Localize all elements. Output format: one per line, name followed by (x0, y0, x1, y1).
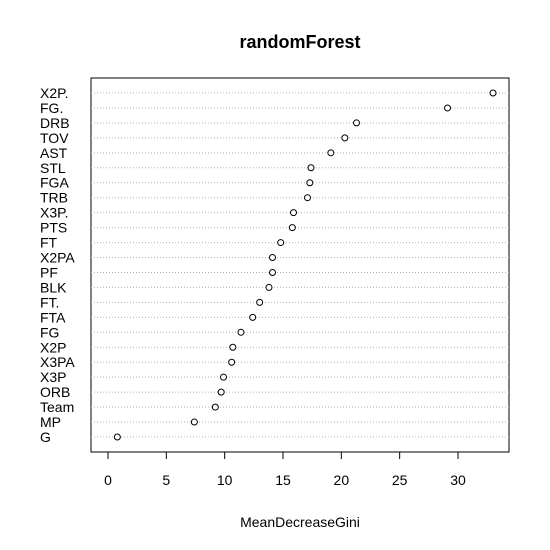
data-point (306, 179, 314, 187)
data-point (249, 313, 257, 321)
variable-label: FTA (40, 309, 66, 325)
variable-label: FGA (40, 175, 69, 191)
data-point (307, 164, 315, 172)
variable-label: X3P. (40, 205, 69, 221)
variable-label: FT. (40, 294, 59, 310)
data-point (304, 194, 311, 202)
x-tick-label: 0 (104, 472, 112, 488)
data-point (256, 298, 264, 306)
variable-label: MP (40, 414, 61, 430)
data-point (237, 328, 245, 336)
variable-label: PTS (40, 220, 67, 236)
data-point (444, 104, 451, 112)
variable-label: FG. (40, 100, 63, 116)
data-point (269, 268, 276, 276)
data-points (113, 89, 497, 441)
variable-label: X3P (40, 369, 66, 385)
variable-label: BLK (40, 279, 67, 295)
data-point (211, 403, 219, 411)
variable-label: STL (40, 160, 66, 176)
variable-label: G (40, 429, 51, 445)
data-point (229, 343, 237, 351)
data-point (217, 388, 225, 396)
data-point (327, 149, 335, 157)
variable-label: FT (40, 235, 58, 251)
variable-label: Team (40, 399, 74, 415)
data-point (288, 224, 296, 232)
data-point (113, 433, 121, 441)
plot-frame (90, 77, 510, 453)
x-tick-label: 10 (217, 472, 233, 488)
variable-label: X3PA (40, 354, 75, 370)
variable-label: FG (40, 324, 59, 340)
variable-label: AST (40, 145, 68, 161)
variable-label: X2PA (40, 250, 75, 266)
x-axis: 0 5 10 15 20 25 30 (104, 452, 466, 488)
data-point (290, 209, 297, 217)
data-point (341, 134, 349, 142)
data-point (228, 358, 236, 366)
variable-labels: X2P.FG.DRBTOVASTSTLFGATRBX3P.PTSFTX2PAPF… (40, 85, 75, 445)
x-tick-label: 20 (334, 472, 350, 488)
x-tick-label: 25 (392, 472, 408, 488)
x-axis-label: MeanDecreaseGini (240, 514, 360, 530)
variable-label: PF (40, 264, 58, 280)
data-point (220, 373, 227, 381)
data-point (269, 254, 276, 262)
variable-label: TRB (40, 190, 68, 206)
variable-label: TOV (40, 130, 69, 146)
data-point (353, 119, 360, 127)
x-tick-label: 15 (275, 472, 291, 488)
data-point (489, 89, 497, 97)
variable-label: X2P (40, 339, 66, 355)
chart-title: randomForest (239, 32, 360, 52)
data-point (277, 239, 285, 247)
x-tick-label: 5 (162, 472, 170, 488)
variable-label: ORB (40, 384, 70, 400)
data-point (190, 418, 198, 426)
variable-label: X2P. (40, 85, 69, 101)
x-tick-label: 30 (450, 472, 466, 488)
gridlines (91, 92, 509, 438)
data-point (265, 283, 273, 291)
variable-label: DRB (40, 115, 70, 131)
